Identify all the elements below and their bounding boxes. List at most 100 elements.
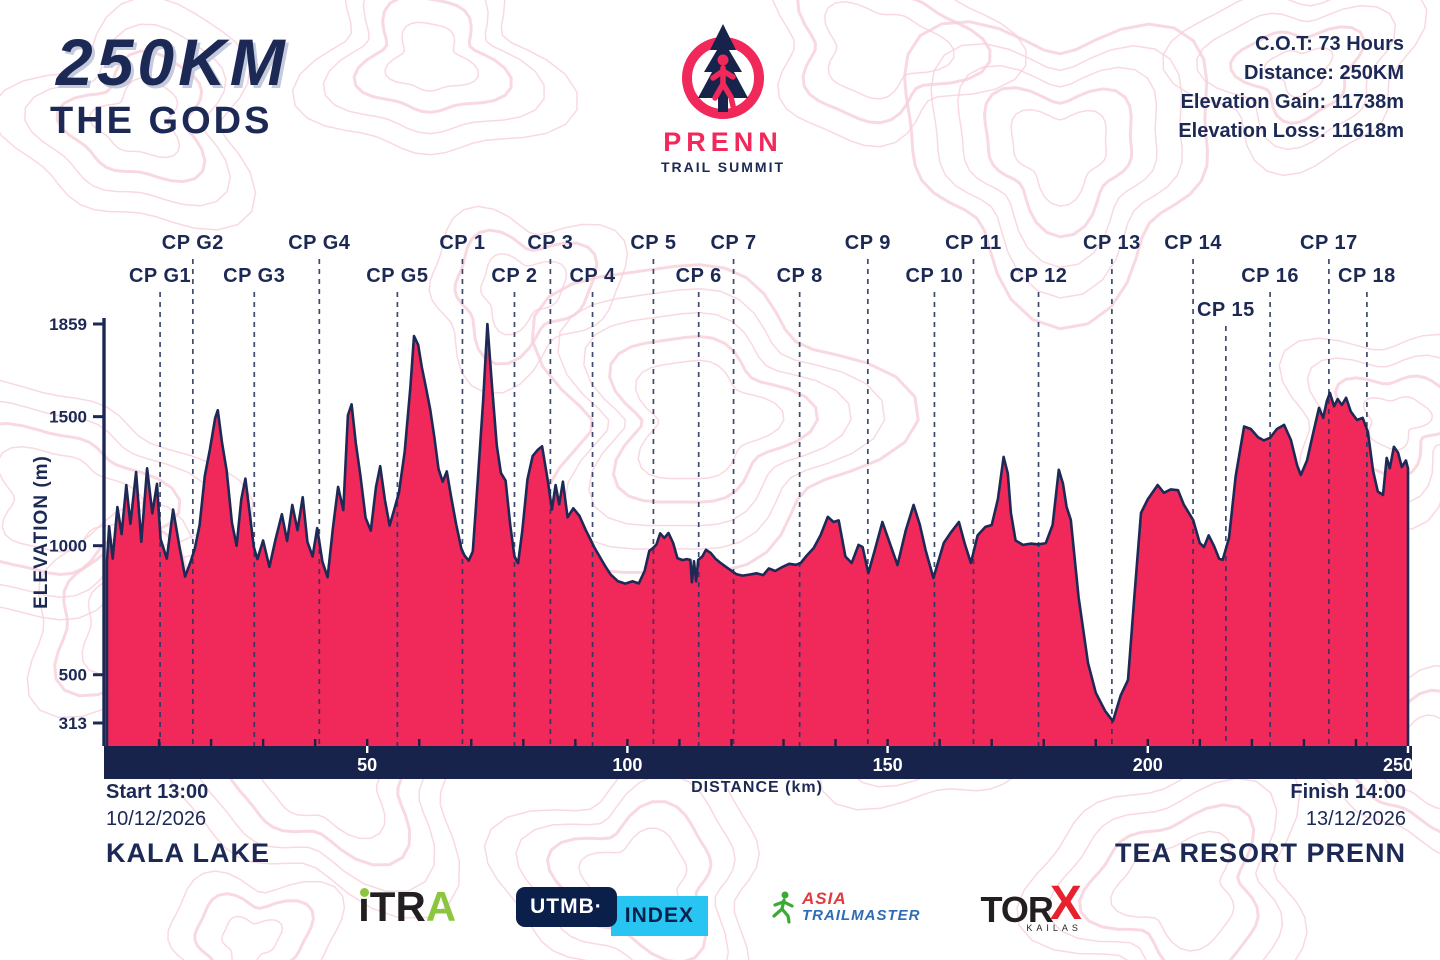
checkpoint-label-cp-g5: CP G5 xyxy=(366,265,429,287)
distance-minor-tick xyxy=(313,739,317,746)
checkpoint-label-cp-9: CP 9 xyxy=(844,232,891,254)
distance-major-tick xyxy=(1146,746,1149,753)
atm-runner-icon xyxy=(772,891,794,924)
contour-line xyxy=(0,421,182,577)
logo-tagline: TRAIL SUMMIT xyxy=(660,159,786,175)
utmb-index-logo: UTMB· INDEX xyxy=(516,886,708,936)
distance-minor-tick xyxy=(1094,739,1097,746)
distance-minor-tick xyxy=(1250,739,1254,746)
contour-line xyxy=(428,205,629,394)
y-axis-title: ELEVATION (m) xyxy=(31,455,52,609)
stat-distance: Distance: 250KM xyxy=(1243,62,1404,84)
contour-line xyxy=(957,64,1158,269)
distance-minor-tick xyxy=(1354,739,1358,746)
torx-kailas-text: KAILAS xyxy=(1026,923,1082,933)
contour-line xyxy=(557,287,886,550)
contour-line xyxy=(384,21,479,92)
distance-minor-tick xyxy=(470,739,473,746)
x-tick-label: 250 xyxy=(1383,755,1413,775)
contour-line xyxy=(634,359,785,480)
contour-line xyxy=(902,20,1210,331)
torx-x-text: X xyxy=(1049,877,1082,930)
contour-line xyxy=(88,77,181,159)
contour-line xyxy=(352,0,513,114)
distance-minor-tick xyxy=(1042,739,1045,746)
finish-info: Finish 14:00 13/12/2026 xyxy=(1290,779,1406,833)
checkpoint-label-cp-g2: CP G2 xyxy=(161,232,224,254)
y-tick xyxy=(93,721,104,725)
elevation-outline xyxy=(105,322,1410,746)
itra-logo-a: A xyxy=(425,882,457,930)
distance-major-tick xyxy=(366,746,369,753)
contour-line xyxy=(55,49,207,184)
prenn-logo-icon xyxy=(682,24,764,119)
contour-line xyxy=(167,870,346,960)
contour-line xyxy=(1047,777,1284,960)
contour-line xyxy=(291,0,578,156)
logo-wordmark: PRENN xyxy=(663,127,783,157)
y-tick-label: 1500 xyxy=(49,408,87,427)
finish-location: TEA RESORT PRENN xyxy=(1114,838,1406,868)
distance-major-tick xyxy=(1406,746,1410,753)
distance-major-tick xyxy=(626,746,629,753)
contour-line xyxy=(193,892,315,960)
contour-line xyxy=(0,0,257,231)
distance-minor-tick xyxy=(522,739,525,746)
distance-minor-tick xyxy=(1302,739,1306,746)
contour-line xyxy=(1110,830,1235,952)
elevation-area xyxy=(107,324,1408,746)
y-tick xyxy=(93,673,104,677)
contour-line xyxy=(771,0,1027,148)
distance-minor-tick xyxy=(157,739,161,746)
checkpoint-label-cp-15: CP 15 xyxy=(1196,299,1255,321)
checkpoint-label-cp-g4: CP G4 xyxy=(288,232,351,254)
contour-line xyxy=(930,43,1183,299)
distance-minor-tick xyxy=(366,739,369,746)
checkpoint-label-cp-17: CP 17 xyxy=(1300,232,1358,254)
asia-trail-master-logo: ASIA TRAILMASTER xyxy=(768,890,921,924)
itra-logo: iTR A xyxy=(358,882,457,930)
checkpoint-label-cp-1: CP 1 xyxy=(439,232,486,254)
itra-logo-text: iTR xyxy=(358,882,426,930)
x-tick-label: 100 xyxy=(612,755,642,775)
contour-line xyxy=(0,445,145,553)
distance-minor-tick xyxy=(782,739,785,746)
checkpoint-label-cp-g1: CP G1 xyxy=(128,265,192,287)
distance-minor-tick xyxy=(886,739,889,746)
contour-line xyxy=(24,23,232,207)
checkpoint-label-cp-2: CP 2 xyxy=(491,265,538,287)
y-tick xyxy=(93,415,104,419)
atm-trailmaster-text: TRAILMASTER xyxy=(801,907,921,924)
runner-icon xyxy=(710,54,736,109)
checkpoint-label-cp-4: CP 4 xyxy=(569,265,616,287)
contour-line xyxy=(1196,5,1397,151)
atm-asia-text: ASIA xyxy=(801,889,847,908)
sponsor-logos: iTR A UTMB· INDEX ASIA TRAILMASTER xyxy=(0,880,1440,936)
stat-elevation-loss: Elevation Loss: 11618m xyxy=(1178,120,1404,142)
torx-logo: TOR X KAILAS xyxy=(980,880,1081,933)
contour-line xyxy=(545,800,713,960)
contour-line xyxy=(479,253,568,336)
stat-cot: C.O.T: 73 Hours xyxy=(1255,33,1404,55)
race-name: THE GODS xyxy=(50,100,273,142)
checkpoint-label-cp-16: CP 16 xyxy=(1241,265,1299,287)
distance-major-tick xyxy=(886,746,889,753)
distance-minor-tick xyxy=(834,739,837,746)
distance-minor-tick xyxy=(209,739,213,746)
distance-minor-tick xyxy=(678,739,681,746)
contour-line xyxy=(1229,25,1366,125)
utmb-logo-text: UTMB· xyxy=(516,886,617,927)
x-axis-bar xyxy=(104,746,1412,779)
stat-elevation-gain: Elevation Gain: 11738m xyxy=(1180,91,1404,113)
contour-line xyxy=(530,263,920,575)
x-tick-label: 200 xyxy=(1133,755,1163,775)
y-tick-label: 1000 xyxy=(49,537,87,556)
start-info: Start 13:00 10/12/2026 xyxy=(106,779,208,833)
contour-line xyxy=(221,915,284,960)
checkpoint-label-cp-3: CP 3 xyxy=(527,232,574,254)
contour-line xyxy=(796,0,992,125)
y-tick-label: 500 xyxy=(59,666,87,685)
contour-line xyxy=(1010,108,1108,207)
distance-minor-tick xyxy=(418,739,421,746)
